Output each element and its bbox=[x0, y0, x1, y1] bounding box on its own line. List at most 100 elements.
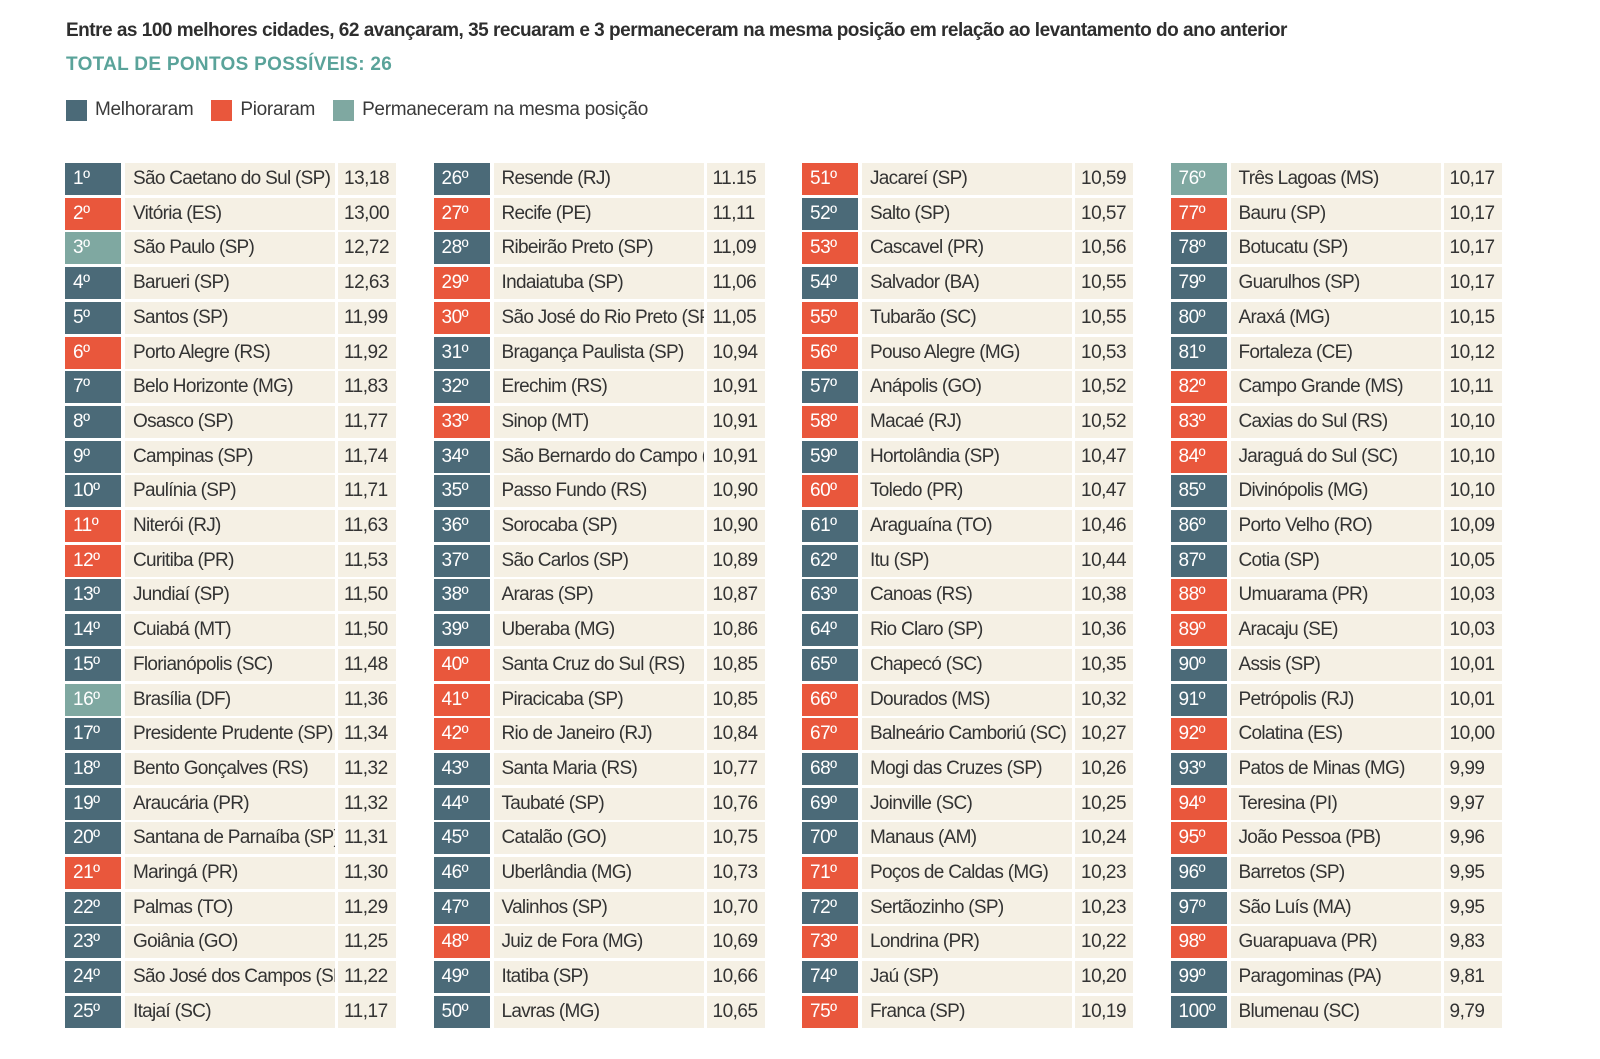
ranking-row: 84º Jaraguá do Sul (SC) 10,10 bbox=[1170, 440, 1516, 473]
city-score: 11.15 bbox=[706, 163, 765, 195]
city-score: 10,90 bbox=[706, 475, 765, 508]
ranking-row: 87º Cotia (SP) 10,05 bbox=[1170, 544, 1516, 577]
ranking-row: 49º Itatiba (SP) 10,66 bbox=[433, 961, 779, 994]
city-score: 10,46 bbox=[1075, 510, 1133, 542]
rank-badge: 83º bbox=[1170, 405, 1227, 438]
rank-badge: 44º bbox=[433, 787, 490, 820]
ranking-row: 14º Cuiabá (MT) 11,50 bbox=[65, 614, 410, 647]
city-name: Resende (RJ) bbox=[493, 163, 704, 195]
ranking-row: 55º Tubarão (SC) 10,55 bbox=[802, 301, 1147, 334]
city-score: 10,94 bbox=[706, 336, 765, 369]
city-score: 10,17 bbox=[1443, 232, 1502, 265]
city-name: Cuiabá (MT) bbox=[125, 614, 335, 647]
ranking-row: 65º Chapecó (SC) 10,35 bbox=[802, 648, 1147, 681]
ranking-column: 76º Três Lagoas (MS) 10,17 77º Bauru (SP) 10,… bbox=[1170, 163, 1516, 1028]
city-score: 11,92 bbox=[338, 336, 396, 369]
city-score: 10,85 bbox=[706, 648, 765, 681]
rank-badge: 18º bbox=[65, 752, 121, 785]
city-score: 11,32 bbox=[338, 752, 396, 785]
city-score: 10,73 bbox=[706, 857, 765, 889]
city-name: Passo Fundo (RS) bbox=[493, 475, 704, 508]
rank-badge: 27º bbox=[433, 197, 490, 230]
city-score: 10,05 bbox=[1443, 544, 1502, 577]
city-name: Cascavel (PR) bbox=[862, 232, 1072, 265]
city-name: Guarapuava (PR) bbox=[1230, 926, 1441, 959]
rank-badge: 88º bbox=[1170, 579, 1227, 612]
ranking-column: 51º Jacareí (SP) 10,59 52º Salto (SP) 10,57 53… bbox=[802, 163, 1147, 1028]
city-score: 10,26 bbox=[1075, 752, 1133, 785]
ranking-row: 12º Curitiba (PR) 11,53 bbox=[65, 544, 410, 577]
city-name: Porto Velho (RO) bbox=[1230, 510, 1441, 542]
rank-badge: 34º bbox=[433, 440, 490, 473]
city-name: Itajaí (SC) bbox=[125, 995, 335, 1028]
city-name: Botucatu (SP) bbox=[1230, 232, 1441, 265]
city-name: Vitória (ES) bbox=[125, 197, 335, 230]
city-name: Bento Gonçalves (RS) bbox=[125, 752, 335, 785]
rank-badge: 64º bbox=[802, 614, 858, 647]
city-score: 10,25 bbox=[1075, 787, 1133, 820]
city-name: Araras (SP) bbox=[493, 579, 704, 612]
city-score: 10,55 bbox=[1075, 301, 1133, 334]
rank-badge: 48º bbox=[433, 926, 490, 959]
city-name: Paragominas (PA) bbox=[1230, 961, 1441, 994]
ranking-row: 44º Taubaté (SP) 10,76 bbox=[433, 787, 779, 820]
city-name: Dourados (MS) bbox=[862, 683, 1072, 716]
ranking-row: 78º Botucatu (SP) 10,17 bbox=[1170, 232, 1516, 265]
legend-swatch-same bbox=[333, 99, 355, 121]
rank-badge: 54º bbox=[802, 267, 858, 300]
city-score: 9,96 bbox=[1443, 822, 1502, 855]
rank-badge: 9º bbox=[65, 440, 121, 473]
city-name: Salto (SP) bbox=[862, 197, 1072, 230]
rank-badge: 6º bbox=[65, 336, 121, 369]
city-score: 12,63 bbox=[338, 267, 396, 300]
city-score: 10,23 bbox=[1075, 891, 1133, 924]
ranking-row: 21º Maringá (PR) 11,30 bbox=[65, 857, 410, 889]
city-score: 11,71 bbox=[338, 475, 396, 508]
city-name: Paulínia (SP) bbox=[125, 475, 335, 508]
city-score: 10,17 bbox=[1443, 197, 1502, 230]
city-name: Araucária (PR) bbox=[125, 787, 335, 820]
city-score: 10,91 bbox=[706, 405, 765, 438]
ranking-row: 56º Pouso Alegre (MG) 10,53 bbox=[802, 336, 1147, 369]
ranking-row: 85º Divinópolis (MG) 10,10 bbox=[1170, 475, 1516, 508]
city-score: 10,38 bbox=[1075, 579, 1133, 612]
ranking-row: 41º Piracicaba (SP) 10,85 bbox=[433, 683, 779, 716]
city-name: Chapecó (SC) bbox=[862, 648, 1072, 681]
rank-badge: 50º bbox=[433, 995, 490, 1028]
rank-badge: 89º bbox=[1170, 614, 1227, 647]
city-score: 10,15 bbox=[1443, 301, 1502, 334]
city-name: Colatina (ES) bbox=[1230, 718, 1441, 751]
rank-badge: 5º bbox=[65, 301, 121, 334]
city-score: 10,09 bbox=[1443, 510, 1502, 542]
city-score: 10,52 bbox=[1075, 405, 1133, 438]
chart-title: Entre as 100 melhores cidades, 62 avança… bbox=[66, 20, 1287, 41]
rank-badge: 32º bbox=[433, 371, 490, 404]
city-name: Assis (SP) bbox=[1230, 648, 1441, 681]
rank-badge: 62º bbox=[802, 544, 858, 577]
rank-badge: 8º bbox=[65, 405, 121, 438]
city-score: 11,30 bbox=[338, 857, 396, 889]
rank-badge: 3º bbox=[65, 232, 121, 265]
legend-label-up: Melhoraram bbox=[95, 99, 194, 120]
city-score: 10,03 bbox=[1443, 614, 1502, 647]
city-score: 9,99 bbox=[1443, 752, 1502, 785]
city-score: 11,22 bbox=[338, 961, 396, 994]
city-score: 11,31 bbox=[338, 822, 396, 855]
rank-badge: 43º bbox=[433, 752, 490, 785]
city-score: 11,25 bbox=[338, 926, 396, 959]
rank-badge: 98º bbox=[1170, 926, 1227, 959]
city-name: Barueri (SP) bbox=[125, 267, 335, 300]
rank-badge: 97º bbox=[1170, 891, 1227, 924]
city-name: Rio Claro (SP) bbox=[862, 614, 1072, 647]
legend-item-same: Permaneceram na mesma posição bbox=[333, 99, 648, 121]
city-score: 11,77 bbox=[338, 405, 396, 438]
ranking-row: 72º Sertãozinho (SP) 10,23 bbox=[802, 891, 1147, 924]
city-score: 10,89 bbox=[706, 544, 765, 577]
city-name: Jundiaí (SP) bbox=[125, 579, 335, 612]
city-score: 11,50 bbox=[338, 614, 396, 647]
rank-badge: 22º bbox=[65, 891, 121, 924]
ranking-row: 61º Araguaína (TO) 10,46 bbox=[802, 510, 1147, 542]
city-name: Jaú (SP) bbox=[862, 961, 1072, 994]
rank-badge: 80º bbox=[1170, 301, 1227, 334]
ranking-row: 48º Juiz de Fora (MG) 10,69 bbox=[433, 926, 779, 959]
